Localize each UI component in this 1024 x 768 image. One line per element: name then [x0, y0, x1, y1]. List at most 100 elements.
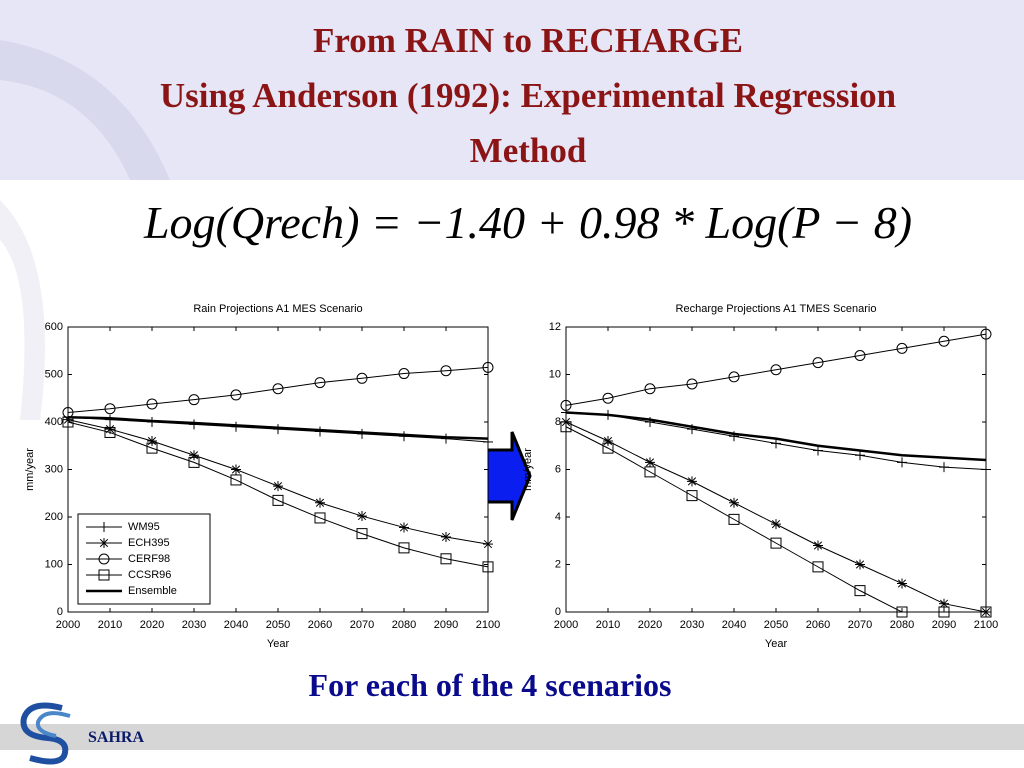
x-tick-label: 2010: [98, 619, 122, 631]
x-tick-label: 2090: [932, 619, 956, 631]
marker: [728, 513, 740, 525]
marker-stroke: [99, 538, 109, 548]
marker: [896, 606, 908, 618]
marker: [188, 394, 200, 406]
marker-shape: [938, 335, 950, 347]
logo: [20, 702, 71, 765]
marker-stroke: [729, 498, 739, 507]
marker: [813, 540, 823, 551]
series-line: [565, 426, 986, 613]
footer-band: [0, 724, 1024, 750]
marker: [356, 372, 368, 384]
marker-shape: [398, 368, 410, 380]
marker: [398, 542, 410, 554]
marker: [729, 497, 739, 508]
legend-label: ECH395: [128, 537, 170, 549]
background-swirl: [0, 40, 170, 180]
marker: [602, 442, 614, 454]
marker-stroke: [273, 482, 283, 491]
x-tick-label: 2050: [266, 619, 290, 631]
y-tick-label: 0: [57, 606, 63, 618]
marker: [770, 364, 782, 376]
series-line: [565, 411, 987, 462]
x-tick-label: 2070: [848, 619, 872, 631]
marker: [854, 585, 866, 597]
marker: [314, 377, 326, 389]
marker-stroke: [855, 560, 865, 569]
marker-shape: [314, 377, 326, 389]
marker-stroke: [645, 458, 655, 467]
marker-shape: [314, 512, 326, 524]
x-axis-label: Year: [267, 638, 290, 650]
marker: [728, 371, 740, 383]
marker-shape: [104, 426, 116, 438]
marker: [146, 398, 158, 410]
marker-shape: [146, 442, 158, 454]
logo-swirl: [20, 702, 69, 765]
y-tick-label: 600: [45, 321, 63, 333]
marker: [981, 464, 991, 475]
marker-stroke: [399, 523, 409, 532]
marker-stroke: [231, 465, 241, 474]
y-tick-label: 100: [45, 558, 63, 570]
x-tick-label: 2060: [806, 619, 830, 631]
y-tick-label: 2: [555, 558, 561, 570]
marker: [482, 361, 494, 373]
marker: [104, 403, 116, 415]
marker-shape: [440, 553, 452, 565]
marker: [483, 539, 493, 550]
marker-shape: [728, 513, 740, 525]
marker-shape: [686, 490, 698, 502]
y-tick-label: 500: [45, 368, 63, 380]
x-tick-label: 2000: [56, 619, 80, 631]
marker-shape: [440, 365, 452, 377]
marker-shape: [62, 416, 74, 428]
y-tick-label: 200: [45, 511, 63, 523]
x-tick-label: 2030: [680, 619, 704, 631]
marker: [602, 392, 614, 404]
marker: [980, 606, 992, 618]
marker-shape: [812, 357, 824, 369]
marker: [897, 578, 907, 589]
marker-shape: [188, 394, 200, 406]
marker-shape: [146, 398, 158, 410]
marker: [812, 357, 824, 369]
x-tick-label: 2100: [476, 619, 500, 631]
marker-stroke: [315, 498, 325, 507]
marker: [315, 497, 325, 508]
marker: [189, 450, 199, 461]
marker-shape: [560, 399, 572, 411]
marker-stroke: [897, 579, 907, 588]
caption: For each of the 4 scenarios: [309, 667, 672, 703]
x-tick-label: 2070: [350, 619, 374, 631]
charts: Rain Projections A1 MES Scenario Year mm/y…: [24, 303, 998, 650]
marker-shape: [644, 383, 656, 395]
marker: [855, 450, 865, 461]
marker: [231, 464, 241, 475]
x-tick-label: 2010: [596, 619, 620, 631]
marker: [686, 378, 698, 390]
marker-stroke: [357, 511, 367, 521]
marker: [273, 481, 283, 492]
marker: [770, 537, 782, 549]
marker: [854, 350, 866, 361]
y-axis-label: mm/year: [522, 448, 534, 491]
x-tick-label: 2080: [392, 619, 416, 631]
x-tick-label: 2080: [890, 619, 914, 631]
legend-label: CERF98: [128, 553, 170, 565]
marker: [938, 335, 950, 347]
marker: [98, 569, 110, 581]
y-tick-label: 4: [555, 511, 561, 523]
marker-shape: [728, 371, 740, 383]
marker-shape: [272, 494, 284, 506]
legend-label: Ensemble: [128, 585, 177, 597]
marker-shape: [980, 328, 992, 340]
marker-shape: [356, 528, 368, 540]
marker: [897, 457, 907, 468]
x-axis-label: Year: [765, 638, 788, 650]
marker-shape: [602, 392, 614, 404]
marker-stroke: [939, 599, 949, 608]
marker: [440, 365, 452, 377]
background-swirl: [0, 200, 45, 420]
